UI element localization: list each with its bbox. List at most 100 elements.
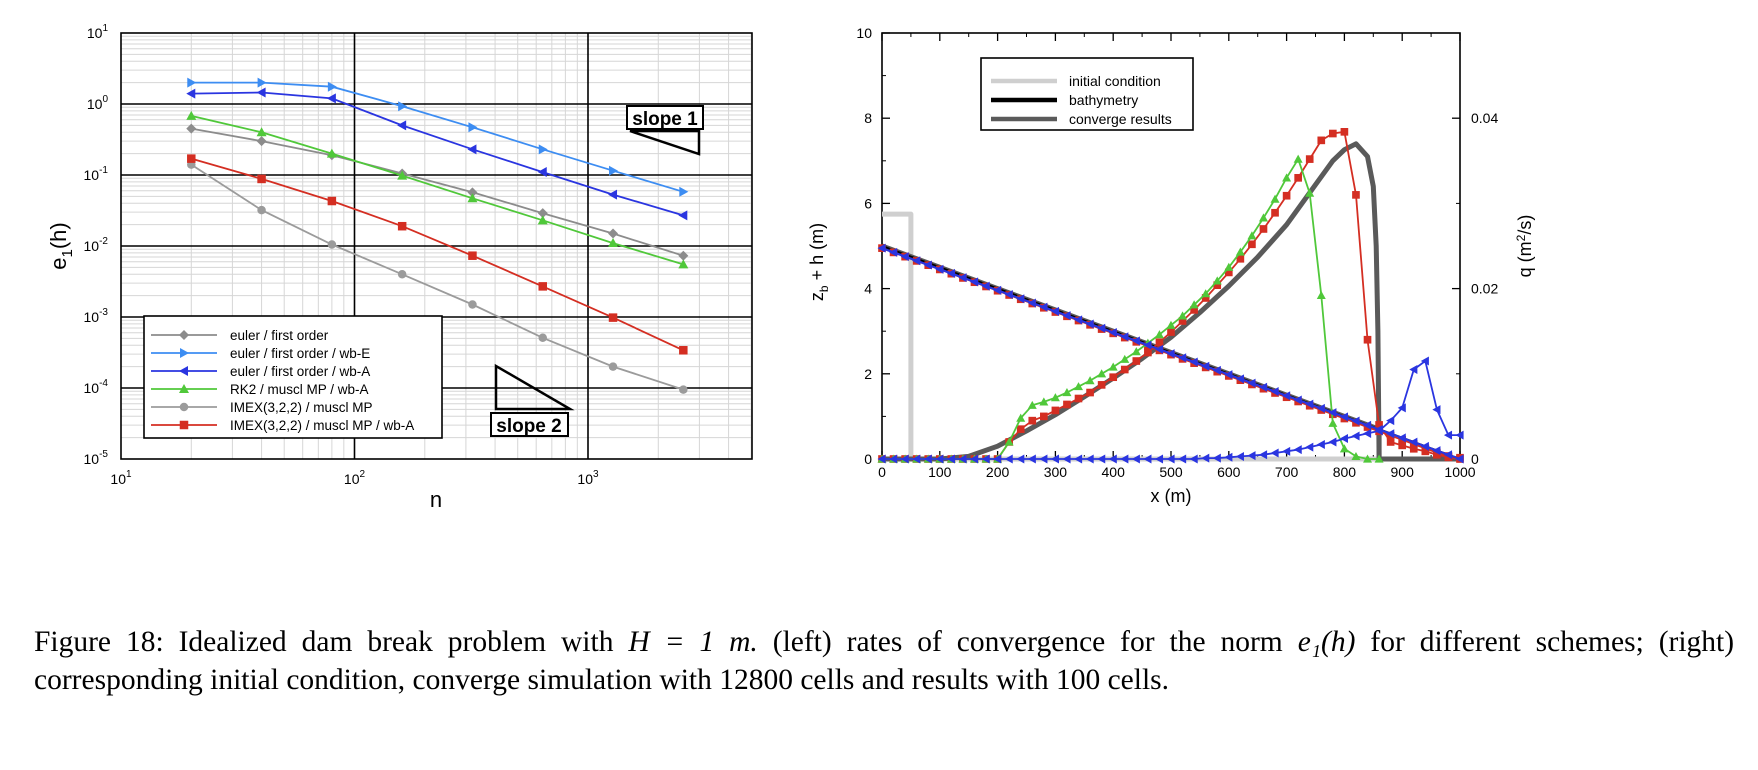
- data-point: [1201, 361, 1210, 371]
- data-point: [1108, 362, 1118, 371]
- x-tick-label: 400: [1102, 464, 1126, 480]
- data-point: [1363, 335, 1372, 344]
- data-point: [1351, 451, 1361, 461]
- data-point: [1132, 357, 1141, 365]
- data-point: [1108, 327, 1117, 337]
- x-tick-label: 600: [1217, 464, 1241, 480]
- x-tick-label: 500: [1159, 464, 1183, 480]
- series-line-3: [882, 141, 1460, 462]
- data-point: [1097, 369, 1107, 378]
- y-axis-label: e1(h): [46, 222, 76, 269]
- data-point: [1166, 320, 1176, 329]
- slope-2-triangle: [494, 363, 575, 411]
- data-point: [923, 260, 932, 270]
- data-point: [1328, 437, 1337, 447]
- data-point: [1420, 356, 1429, 366]
- data-point: [256, 87, 266, 98]
- legend-label: bathymetry: [1069, 92, 1138, 108]
- data-point: [1155, 338, 1164, 347]
- y2-tick-label: 0.02: [1471, 281, 1498, 297]
- legend-marker: [179, 330, 189, 340]
- data-point: [1386, 416, 1395, 426]
- data-point: [608, 238, 619, 248]
- y-tick-label: 10: [856, 25, 872, 41]
- data-point: [608, 228, 619, 239]
- data-point: [889, 247, 898, 257]
- data-point: [1294, 174, 1302, 182]
- data-point: [1120, 354, 1130, 363]
- data-point: [1258, 382, 1268, 392]
- data-point: [1247, 451, 1256, 461]
- data-point: [946, 454, 955, 464]
- dam-break-profile-chart: 0 100 200 300 400 500 600 700 800 900 100002468100…: [807, 25, 1535, 506]
- data-point: [1282, 446, 1291, 456]
- data-point: [1097, 381, 1106, 389]
- data-point: [1004, 437, 1014, 446]
- caption-text-1: Idealized dam break problem with: [178, 626, 614, 658]
- data-point: [1213, 281, 1222, 290]
- data-point: [1074, 454, 1083, 464]
- data-point: [1189, 300, 1199, 309]
- y-tick-label: 10-4: [84, 378, 109, 396]
- data-point: [538, 333, 547, 343]
- data-point: [969, 277, 979, 287]
- data-point: [1189, 357, 1198, 367]
- convergence-chart: 101 102 103 101 100 10-1 10-2 10-3 10-4 10-5 n e1(h…: [46, 23, 753, 512]
- data-point: [1258, 450, 1268, 460]
- data-point: [257, 174, 266, 184]
- data-point: [1154, 344, 1164, 354]
- data-point: [1386, 438, 1395, 446]
- data-point: [900, 252, 909, 262]
- slope-2-label: slope 2: [496, 416, 561, 437]
- data-point: [1063, 400, 1071, 409]
- data-point: [1293, 445, 1302, 455]
- data-point: [326, 93, 336, 104]
- data-point: [256, 127, 267, 137]
- data-point: [935, 264, 944, 274]
- data-point: [187, 154, 196, 163]
- data-point: [1271, 208, 1279, 217]
- data-point: [257, 205, 266, 215]
- data-point: [1316, 403, 1325, 413]
- data-point: [1270, 387, 1279, 397]
- data-point: [1016, 454, 1025, 464]
- x-tick-label: 800: [1333, 464, 1357, 480]
- data-point: [468, 251, 477, 260]
- data-point: [1328, 418, 1338, 427]
- data-point: [1166, 454, 1175, 464]
- data-point: [958, 454, 967, 464]
- data-point: [1039, 397, 1049, 406]
- data-point: [1131, 347, 1141, 356]
- data-point: [1374, 454, 1384, 463]
- x-tick-label: 101: [110, 469, 132, 487]
- data-point: [186, 110, 197, 120]
- series-line-0: [191, 127, 684, 257]
- data-point: [608, 362, 618, 371]
- data-point: [397, 120, 407, 131]
- data-point: [187, 77, 197, 88]
- caption-math: H = 1 m.: [628, 626, 758, 658]
- data-point: [1050, 393, 1060, 402]
- legend-marker: [180, 348, 189, 358]
- data-point: [1305, 442, 1314, 452]
- data-point: [537, 167, 547, 178]
- y-tick-label: 10-1: [84, 165, 109, 183]
- data-point: [537, 208, 548, 219]
- data-point: [1016, 294, 1025, 304]
- legend-label: initial condition: [1069, 73, 1161, 89]
- data-point: [398, 101, 408, 112]
- data-point: [1212, 276, 1222, 285]
- y-tick-label: 0: [864, 451, 872, 467]
- data-point: [1236, 254, 1245, 263]
- data-point: [1027, 400, 1037, 409]
- data-point: [1305, 155, 1314, 163]
- series-line-4: [190, 163, 684, 391]
- x-tick-label: 102: [344, 469, 366, 487]
- data-point: [1051, 406, 1060, 415]
- data-point: [1443, 430, 1453, 440]
- data-point: [327, 196, 337, 206]
- data-point: [679, 385, 688, 394]
- data-point: [1363, 454, 1373, 463]
- data-point: [1085, 319, 1094, 329]
- data-point: [327, 81, 337, 92]
